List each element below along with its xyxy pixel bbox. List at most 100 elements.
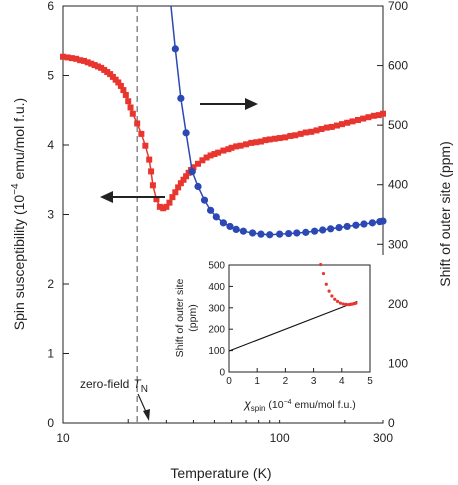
y2-tick-label: 300 — [388, 237, 408, 251]
y-axis-label-exponent: −4 — [10, 183, 21, 195]
susceptibility-point — [177, 180, 184, 187]
susceptibility-point — [243, 141, 250, 148]
inset-y-tick-label: 400 — [208, 282, 225, 293]
susceptibility-point — [211, 151, 218, 158]
y2-tick-label: 500 — [388, 118, 408, 132]
susceptibility-point — [266, 136, 273, 143]
susceptibility-point — [215, 149, 222, 156]
tn-annotation-text: zero-field TN — [80, 377, 148, 395]
susceptibility-point — [146, 156, 153, 163]
susceptibility-point — [138, 130, 145, 137]
y2-tick-label: 100 — [388, 356, 408, 370]
inset-point — [341, 302, 345, 306]
series-susceptibility — [60, 53, 386, 212]
susceptibility-point — [117, 82, 124, 89]
series-shift — [170, 5, 387, 239]
inset-point — [324, 282, 328, 286]
susceptibility-point — [127, 104, 134, 111]
susceptibility-point — [98, 64, 105, 71]
y-tick-label: 3 — [47, 208, 54, 222]
shift-point — [257, 230, 265, 238]
y2-tick-label: 200 — [388, 297, 408, 311]
shift-point — [360, 220, 368, 228]
susceptibility-point — [122, 91, 129, 98]
y2-tick-label: 0 — [388, 416, 395, 430]
susceptibility-point — [375, 112, 382, 119]
susceptibility-point — [125, 98, 132, 105]
susceptibility-point — [225, 146, 232, 153]
susceptibility-point — [64, 54, 71, 61]
susceptibility-point — [302, 129, 309, 136]
shift-point — [368, 219, 376, 227]
arrow-to-right-axis — [200, 98, 258, 110]
susceptibility-point — [77, 57, 84, 64]
inset-point — [344, 302, 348, 306]
shift-point — [182, 129, 190, 137]
susceptibility-point — [228, 144, 235, 151]
inset-x-label-sub: spin — [251, 404, 266, 413]
inset-y-label-line1: Shift of outer site — [174, 278, 186, 357]
susceptibility-point — [328, 123, 335, 130]
inset-y-label-line2: (ppm) — [187, 304, 199, 331]
shift-point — [206, 206, 215, 214]
susceptibility-point — [180, 176, 187, 183]
susceptibility-point — [355, 116, 362, 123]
susceptibility-point — [360, 115, 367, 122]
inset-plot: 0 1 2 3 4 5 0 100 200 300 400 500 Shift of outer si… — [160, 255, 385, 420]
shift-point — [248, 229, 257, 237]
tn-annotation-subscript: N — [141, 384, 148, 395]
susceptibility-point — [142, 142, 149, 149]
inset-point — [338, 301, 342, 305]
inset-point — [321, 271, 326, 276]
inset-x-label-rest: (10 — [265, 399, 283, 411]
tn-annotation-arrow-head — [143, 409, 150, 421]
inset-y-tick-label: 500 — [208, 261, 225, 272]
susceptibility-point — [172, 189, 179, 196]
susceptibility-point — [276, 135, 283, 142]
inset-y-tick-label: 200 — [208, 325, 225, 336]
shift-point — [302, 228, 310, 236]
inset-x-tick-label: 0 — [226, 376, 232, 387]
shift-point — [310, 227, 319, 235]
x-tick-label: 300 — [373, 431, 393, 445]
arrow-to-left-axis — [100, 191, 165, 203]
shift-point — [285, 229, 293, 238]
susceptibility-point — [163, 203, 170, 210]
inset-x-label: χspin (10−4 emu/mol f.u.) — [243, 397, 356, 413]
shift-point — [219, 219, 227, 227]
inset-point — [333, 297, 337, 301]
susceptibility-point — [183, 173, 190, 180]
inset-x-tick-label: 1 — [254, 376, 260, 387]
shift-point — [226, 222, 234, 231]
inset-x-tick-label: 3 — [311, 376, 317, 387]
susceptibility-point — [292, 132, 299, 139]
shift-point — [293, 229, 301, 237]
susceptibility-point — [282, 134, 289, 141]
y-axis-label-prefix: Spin susceptibility (10 — [11, 195, 27, 331]
y-axis-label-suffix: emu/mol f.u.) — [11, 98, 27, 184]
shift-point — [319, 226, 327, 234]
shift-point — [194, 182, 202, 191]
susceptibility-point — [60, 53, 66, 60]
susceptibility-point — [233, 143, 240, 150]
susceptibility-point — [334, 122, 341, 129]
y2-tick-label: 400 — [388, 178, 408, 192]
shift-point — [379, 217, 387, 225]
inset-x-label-symbol: χ — [243, 397, 251, 411]
shift-point — [171, 45, 179, 53]
susceptibility-point — [80, 57, 87, 64]
susceptibility-point — [166, 199, 173, 206]
y-tick-label: 6 — [47, 0, 54, 13]
susceptibility-point — [220, 147, 227, 154]
tn-annotation: zero-field TN — [80, 377, 150, 421]
susceptibility-point — [297, 130, 304, 137]
shift-point — [200, 196, 209, 204]
susceptibility-point — [349, 118, 356, 125]
y-tick-label: 4 — [47, 138, 54, 152]
susceptibility-point — [134, 120, 141, 127]
susceptibility-point — [153, 196, 160, 203]
tn-annotation-symbol: T — [133, 377, 142, 391]
susceptibility-point — [195, 160, 202, 167]
tn-annotation-label: zero-field — [80, 377, 129, 391]
